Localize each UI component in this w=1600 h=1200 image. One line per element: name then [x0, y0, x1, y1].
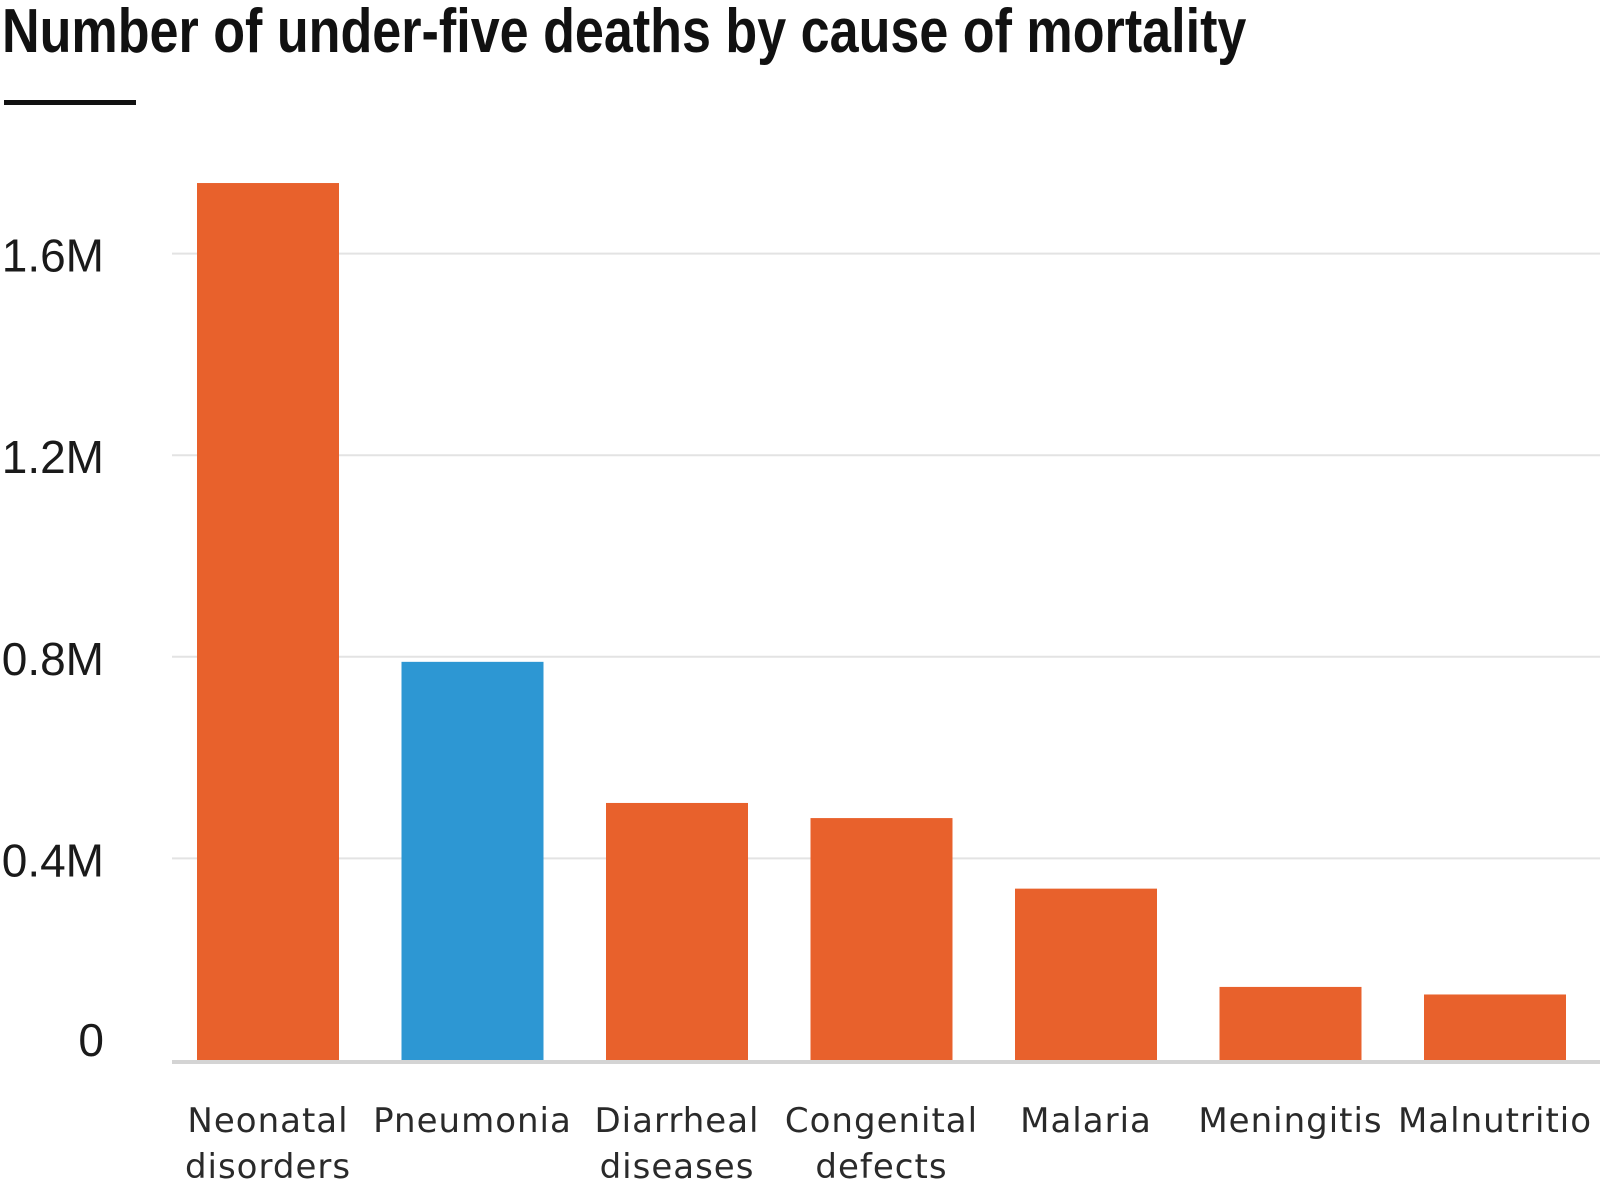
y-tick-label: 0 [78, 1014, 104, 1066]
bar[interactable] [810, 818, 953, 1060]
y-axis-ticks: 0 0.4M 0.8M 1.2M 1.6M [2, 230, 104, 1066]
x-tick-label: Congenital defects [785, 1101, 978, 1187]
bar[interactable] [401, 661, 544, 1060]
bar[interactable] [606, 802, 748, 1060]
bar[interactable] [1424, 994, 1566, 1060]
title-underline [4, 100, 136, 105]
bars [197, 183, 1566, 1061]
y-tick-label: 1.6M [2, 230, 104, 282]
x-tick-label: Neonatal disorders [185, 1101, 351, 1187]
chart-title: Number of under-five deaths by cause of … [2, 0, 1247, 66]
y-tick-label: 1.2M [2, 431, 104, 483]
x-tick-label: Malnutritio [1398, 1101, 1592, 1141]
x-tick-label: Malaria [1020, 1101, 1152, 1141]
bar[interactable] [1219, 986, 1362, 1060]
x-tick-label: Meningitis [1198, 1101, 1382, 1141]
y-tick-label: 0.4M [2, 834, 104, 886]
x-axis-labels: Neonatal disorders Pneumonia Diarrheal disea… [185, 1101, 1592, 1187]
bar[interactable] [197, 183, 339, 1061]
x-tick-label: Pneumonia [373, 1101, 572, 1141]
y-tick-label: 0.8M [2, 633, 104, 685]
bar[interactable] [1015, 888, 1157, 1060]
x-tick-label: Diarrheal diseases [595, 1101, 760, 1187]
